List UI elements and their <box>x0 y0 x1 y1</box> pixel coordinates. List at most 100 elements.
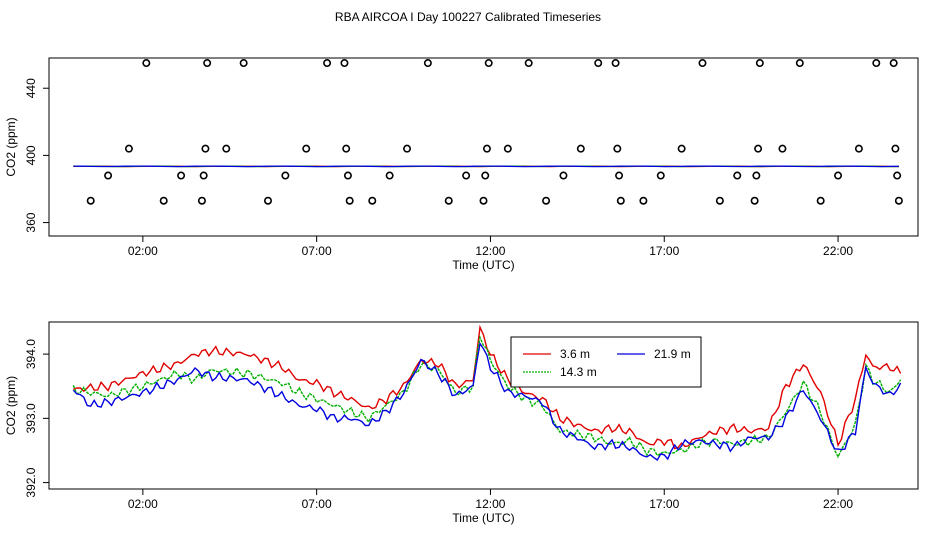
y-tick-label: 440 <box>24 78 38 98</box>
data-point <box>639 196 648 205</box>
x-tick-label: 07:00 <box>302 244 332 258</box>
data-point <box>199 171 208 180</box>
data-point <box>323 59 332 68</box>
data-point <box>159 196 168 205</box>
data-point <box>615 171 624 180</box>
data-point <box>576 144 585 153</box>
data-point <box>594 59 603 68</box>
data-point <box>239 59 248 68</box>
y-tick-label: 393.0 <box>24 403 38 433</box>
top-data-points <box>86 59 903 205</box>
data-point <box>613 144 622 153</box>
data-point <box>677 144 686 153</box>
data-point <box>385 171 394 180</box>
data-point <box>342 144 351 153</box>
data-point <box>203 59 212 68</box>
data-point <box>750 196 759 205</box>
bottom-y-axis: 392.0 393.0 394.0 <box>24 339 49 498</box>
data-point <box>559 171 568 180</box>
data-point <box>124 144 133 153</box>
legend: 3.6 m 14.3 m 21.9 m <box>510 336 702 388</box>
data-point <box>142 59 151 68</box>
y-tick-label: 392.0 <box>24 467 38 497</box>
data-point <box>795 59 804 68</box>
x-tick-label: 17:00 <box>649 244 679 258</box>
x-tick-label: 17:00 <box>649 497 679 511</box>
data-point <box>368 196 377 205</box>
y-tick-label: 360 <box>24 212 38 232</box>
x-tick-label: 12:00 <box>475 497 505 511</box>
x-tick-label: 12:00 <box>475 244 505 258</box>
data-point <box>444 196 453 205</box>
data-point <box>263 196 272 205</box>
x-tick-label: 22:00 <box>823 244 853 258</box>
data-point <box>482 144 491 153</box>
legend-label-3-6m: 3.6 m <box>560 347 590 361</box>
legend-label-21-9m: 21.9 m <box>654 347 691 361</box>
data-point <box>479 196 488 205</box>
data-point <box>302 144 311 153</box>
x-tick-label: 02:00 <box>128 244 158 258</box>
bottom-x-axis-label: Time (UTC) <box>452 511 514 525</box>
data-point <box>484 59 493 68</box>
data-point <box>340 59 349 68</box>
series-line-21-9-m <box>73 165 899 168</box>
data-point <box>462 171 471 180</box>
series-line-14-3-m <box>72 335 902 459</box>
top-series-lines <box>73 165 899 168</box>
legend-label-14-3m: 14.3 m <box>560 365 597 379</box>
data-point <box>755 59 764 68</box>
series-line-21-9-m <box>72 341 902 462</box>
x-tick-label: 02:00 <box>128 497 158 511</box>
data-point <box>542 196 551 205</box>
data-point <box>834 171 843 180</box>
bottom-panel: 02:00 07:00 12:00 17:00 22:00 392.0 393.0 394.… <box>4 321 919 525</box>
data-point <box>345 196 354 205</box>
x-tick-label: 07:00 <box>302 497 332 511</box>
x-tick-label: 22:00 <box>823 497 853 511</box>
data-point <box>86 196 95 205</box>
data-point <box>222 144 231 153</box>
data-point <box>872 59 881 68</box>
data-point <box>733 171 742 180</box>
data-point <box>778 144 787 153</box>
data-point <box>197 196 206 205</box>
legend-box <box>510 336 702 388</box>
data-point <box>616 196 625 205</box>
data-point <box>754 144 763 153</box>
series-line-3-6-m <box>73 324 902 450</box>
data-point <box>403 144 412 153</box>
top-x-axis-label: Time (UTC) <box>452 258 514 272</box>
data-point <box>524 59 533 68</box>
data-point <box>104 171 113 180</box>
data-point <box>698 59 707 68</box>
figure-title: RBA AIRCOA I Day 100227 Calibrated Times… <box>335 10 601 24</box>
top-y-axis-label: CO2 (ppm) <box>4 117 18 176</box>
data-point <box>752 171 761 180</box>
data-point <box>281 171 290 180</box>
data-point <box>854 144 863 153</box>
bottom-series-lines <box>72 324 902 462</box>
bottom-x-axis: 02:00 07:00 12:00 17:00 22:00 <box>128 489 853 511</box>
top-plot-frame <box>48 57 919 237</box>
y-tick-label: 400 <box>24 145 38 165</box>
data-point <box>611 59 620 68</box>
data-point <box>715 196 724 205</box>
data-point <box>201 144 210 153</box>
bottom-plot-frame <box>48 321 919 490</box>
top-x-axis: 02:00 07:00 12:00 17:00 22:00 <box>128 236 853 258</box>
top-y-axis: 360 400 440 <box>24 78 49 233</box>
bottom-y-axis-label: CO2 (ppm) <box>4 376 18 435</box>
data-point <box>891 144 900 153</box>
data-point <box>423 59 432 68</box>
data-point <box>816 196 825 205</box>
y-tick-label: 394.0 <box>24 339 38 369</box>
data-point <box>177 171 186 180</box>
data-point <box>481 171 490 180</box>
data-point <box>503 144 512 153</box>
data-point <box>889 59 898 68</box>
data-point <box>893 171 902 180</box>
data-point <box>894 196 903 205</box>
top-panel: 02:00 07:00 12:00 17:00 22:00 360 400 440 Time… <box>4 57 919 272</box>
